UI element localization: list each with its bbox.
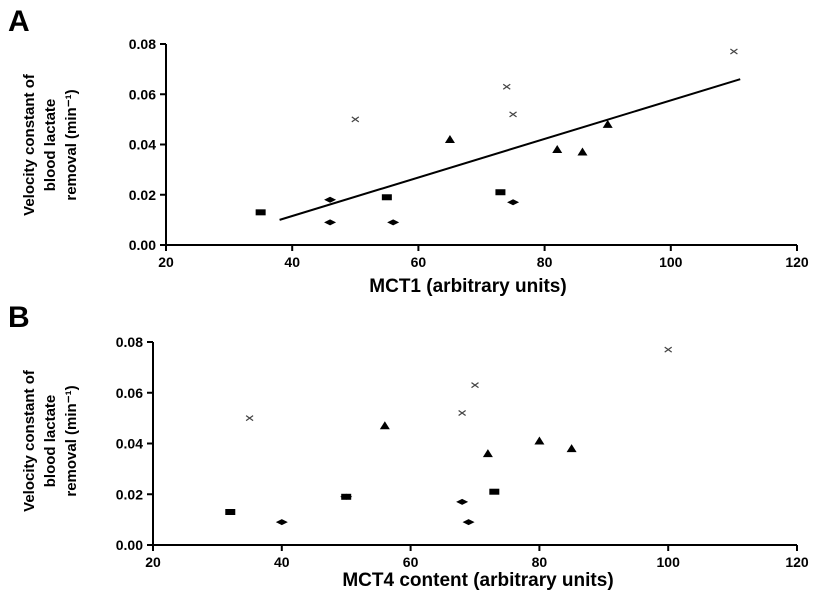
panel-a-y-axis-title-line-3: removal (min⁻¹) [63,89,80,200]
panel-a-x-axis-title: MCT1 (arbitrary units) [369,276,566,297]
panel-b-diamond-point [456,498,469,505]
panel-a-diamond-point [324,196,337,203]
panel-a-letter: A [8,5,30,38]
panel-b-y-tick-label: 0.06 [116,385,143,401]
panel-b-square-point [225,509,236,516]
panel-a-ticks: 20 40 60 80 100 120 0.00 0.02 0.04 0.06 0.08 [129,36,809,270]
panel-b-axes [152,342,797,546]
panel-a-diamond-point [387,219,400,226]
panel-b-y-tick-label: 0.02 [116,486,143,502]
panel-b-y-tick-label: 0.00 [116,537,143,553]
panel-a-cross-point [509,111,517,118]
panel-b-y-axis-title-line-2: blood lactate [42,395,59,488]
panel-b-cross-point [664,346,673,353]
panel-a-x-tick-label: 80 [537,254,553,270]
panel-b-x-tick-label: 20 [145,554,161,570]
panel-a-regression-line [279,78,741,221]
panel-b-triangle-point [379,421,390,430]
panel-a-square-point [381,194,392,201]
panel-b-cross-point [471,382,479,389]
panel-a-y-tick-label: 0.08 [129,36,156,52]
panel-b-triangle-point [534,436,545,445]
panel-a-triangle-point [552,145,563,154]
panel-b-y-axis-title-line-1: Velocity constant of [21,369,38,512]
panel-b-ticks: 20 40 60 80 100 120 0.00 0.02 0.04 0.06 0.08 [116,334,809,570]
panel-a-y-axis-title-line-2: blood lactate [42,99,59,192]
panel-b-cross-point [458,410,466,417]
panel-b-x-tick-label: 120 [785,554,809,570]
panel-a-diamond-point [507,199,520,206]
panel-b-cross-point [245,415,254,422]
panel-b-diamond-point [275,519,288,526]
panel-b-y-tick-label: 0.08 [116,334,143,350]
panel-a-y-tick-label: 0.04 [129,137,156,153]
panel-b-points [225,346,673,526]
panel-b-x-tick-label: 60 [403,554,419,570]
panel-a-square-point [255,209,266,216]
panel-a-diamond-point [324,219,337,226]
panel-a-x-tick-label: 60 [411,254,427,270]
panel-a-square-point [495,189,506,196]
panel-b-x-axis-title: MCT4 content (arbitrary units) [342,570,613,591]
panel-b-x-tick-label: 80 [532,554,548,570]
panel-a-y-tick-label: 0.00 [129,237,156,253]
panel-b: B 20 40 60 80 100 120 0.00 0.02 0.04 0.06 0.08 MCT… [8,301,809,591]
panel-a-triangle-point [602,119,613,128]
panel-a-y-axis-title-line-1: Velocity constant of [21,73,38,216]
panel-b-diamond-point [340,493,353,500]
panel-b-triangle-point [566,444,577,453]
panel-b-square-point [489,488,500,495]
panel-b-diamond-point [462,519,475,526]
panel-a-cross-point [502,83,511,90]
panel-a-x-tick-label: 40 [284,254,300,270]
panel-a-x-tick-label: 120 [785,254,809,270]
panel-b-y-axis-title-line-3: removal (min⁻¹) [63,385,80,496]
panel-b-letter: B [8,301,30,334]
panel-b-x-tick-label: 40 [274,554,290,570]
panel-b-y-tick-label: 0.04 [116,436,143,452]
panel-a-x-tick-label: 20 [158,254,174,270]
panel-a-y-tick-label: 0.06 [129,86,156,102]
panel-a-x-tick-label: 100 [659,254,683,270]
panel-a-points [255,48,741,226]
panel-a-cross-point [351,116,360,123]
panel-b-triangle-point [482,449,493,458]
panel-a-triangle-point [577,147,588,156]
panel-a: A 20 40 60 80 100 120 0.00 0.02 0.04 0.06 0.08 MCT… [8,5,809,297]
panel-b-x-tick-label: 100 [657,554,681,570]
panel-a-y-tick-label: 0.02 [129,187,156,203]
panel-a-triangle-point [444,134,455,143]
panel-a-cross-point [730,48,738,55]
